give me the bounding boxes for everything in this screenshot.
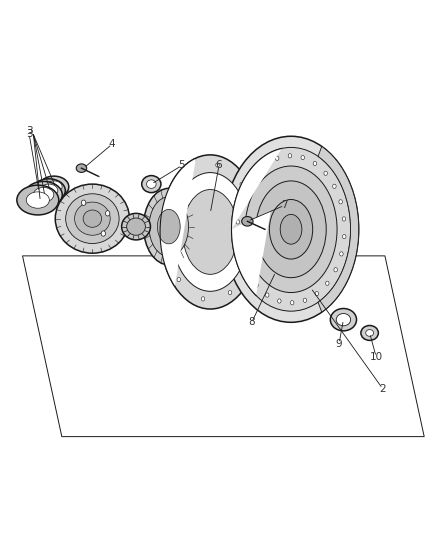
Ellipse shape xyxy=(17,185,59,215)
Circle shape xyxy=(165,240,168,244)
Ellipse shape xyxy=(183,190,238,274)
Text: 10: 10 xyxy=(370,352,383,362)
Ellipse shape xyxy=(245,166,337,293)
Ellipse shape xyxy=(160,155,261,309)
Polygon shape xyxy=(318,147,359,312)
Text: 5: 5 xyxy=(179,160,185,171)
Circle shape xyxy=(101,231,106,236)
Ellipse shape xyxy=(280,214,302,244)
Ellipse shape xyxy=(157,209,180,244)
Ellipse shape xyxy=(39,176,69,197)
Ellipse shape xyxy=(256,181,326,278)
Text: 7: 7 xyxy=(281,200,288,211)
Circle shape xyxy=(276,156,279,160)
Circle shape xyxy=(332,184,336,188)
Circle shape xyxy=(342,217,346,221)
Circle shape xyxy=(339,200,343,204)
Polygon shape xyxy=(232,148,282,295)
Ellipse shape xyxy=(336,313,351,326)
Circle shape xyxy=(106,211,110,216)
Circle shape xyxy=(254,283,258,287)
Ellipse shape xyxy=(25,181,62,208)
Circle shape xyxy=(248,261,251,265)
Text: 6: 6 xyxy=(215,160,223,171)
Ellipse shape xyxy=(361,326,378,341)
Text: 3: 3 xyxy=(26,128,32,139)
Ellipse shape xyxy=(223,136,359,322)
Ellipse shape xyxy=(149,197,188,256)
Ellipse shape xyxy=(144,188,194,265)
Ellipse shape xyxy=(242,216,253,226)
Circle shape xyxy=(343,235,346,239)
Ellipse shape xyxy=(39,184,58,197)
Circle shape xyxy=(245,187,248,191)
Ellipse shape xyxy=(232,148,350,311)
Circle shape xyxy=(240,255,243,259)
Ellipse shape xyxy=(55,184,130,253)
Circle shape xyxy=(313,161,317,166)
Circle shape xyxy=(325,281,329,285)
Circle shape xyxy=(201,297,205,301)
Circle shape xyxy=(334,268,337,272)
Ellipse shape xyxy=(46,181,62,192)
Circle shape xyxy=(246,270,249,274)
Ellipse shape xyxy=(83,210,102,227)
Circle shape xyxy=(240,182,244,187)
Text: 2: 2 xyxy=(379,384,386,394)
Circle shape xyxy=(303,298,307,302)
Circle shape xyxy=(81,200,86,205)
Text: 4: 4 xyxy=(109,139,115,149)
Circle shape xyxy=(288,154,292,158)
Ellipse shape xyxy=(127,218,145,235)
Ellipse shape xyxy=(172,173,249,292)
Ellipse shape xyxy=(269,199,313,259)
Ellipse shape xyxy=(142,175,161,192)
Circle shape xyxy=(324,171,327,175)
Circle shape xyxy=(265,293,269,297)
Ellipse shape xyxy=(66,194,119,244)
Circle shape xyxy=(228,290,232,295)
Ellipse shape xyxy=(33,188,54,202)
Text: 3: 3 xyxy=(26,126,32,136)
Circle shape xyxy=(253,173,257,177)
Polygon shape xyxy=(160,159,195,286)
Circle shape xyxy=(170,199,173,203)
Ellipse shape xyxy=(32,179,65,202)
Circle shape xyxy=(278,299,281,303)
Circle shape xyxy=(177,278,180,282)
Text: 9: 9 xyxy=(336,338,343,349)
Circle shape xyxy=(216,163,219,167)
Circle shape xyxy=(237,238,240,242)
Text: 8: 8 xyxy=(248,317,255,327)
Ellipse shape xyxy=(366,329,374,336)
Ellipse shape xyxy=(26,192,49,208)
Ellipse shape xyxy=(147,180,156,188)
Ellipse shape xyxy=(76,164,87,172)
Circle shape xyxy=(252,220,256,224)
Circle shape xyxy=(315,292,318,296)
Polygon shape xyxy=(22,256,424,437)
Circle shape xyxy=(239,203,242,207)
Ellipse shape xyxy=(122,213,150,240)
Circle shape xyxy=(189,169,192,173)
Circle shape xyxy=(264,163,267,167)
Ellipse shape xyxy=(74,202,110,235)
Circle shape xyxy=(339,252,343,256)
Circle shape xyxy=(290,301,294,305)
Ellipse shape xyxy=(330,309,357,331)
Circle shape xyxy=(236,220,240,224)
Circle shape xyxy=(301,156,304,160)
